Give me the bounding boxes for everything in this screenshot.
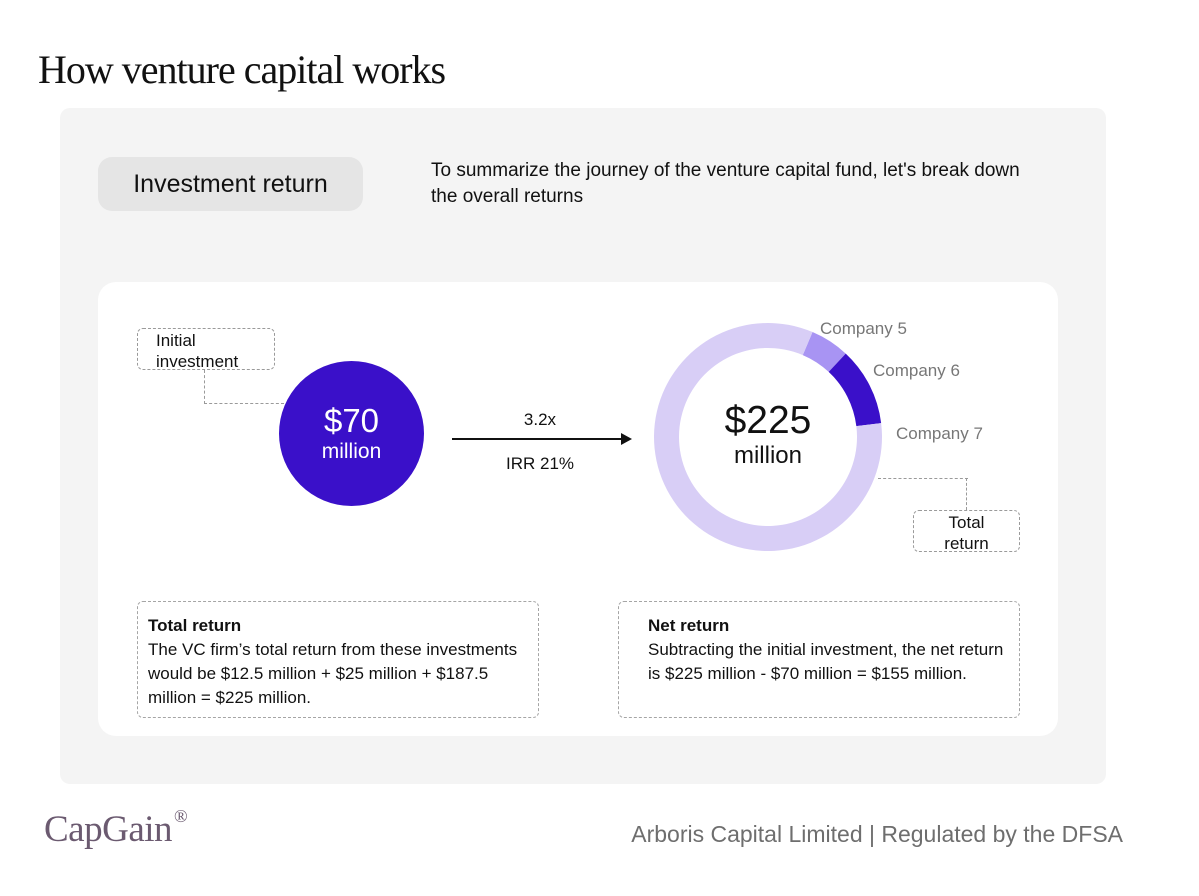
total-return-note-title: Total return (148, 616, 242, 635)
company-6-label: Company 6 (873, 361, 960, 380)
company-7-label: Company 7 (896, 424, 983, 443)
total-connector-vertical (966, 478, 967, 510)
donut-center: $225 million (684, 400, 852, 470)
brand-name: CapGain (44, 809, 173, 850)
total-amount: $225 (724, 399, 812, 442)
brand-logo: CapGain ® (44, 806, 188, 851)
net-return-note-title: Net return (648, 616, 730, 635)
initial-connector-vertical (204, 370, 205, 404)
company-5-label: Company 5 (820, 319, 907, 338)
total-unit: million (733, 442, 802, 469)
total-connector-horizontal (878, 478, 968, 479)
initial-investment-label-line2: investment (156, 352, 239, 371)
growth-arrow-line (452, 438, 624, 440)
total-return-note: Total return The VC firm’s total return … (137, 601, 539, 718)
section-pill: Investment return (98, 157, 363, 211)
donut-slice-2 (828, 353, 882, 427)
total-return-label: Total return (913, 510, 1020, 553)
initial-connector-horizontal (204, 403, 284, 404)
total-return-note-body: The VC firm’s total return from these in… (148, 640, 518, 707)
initial-investment-label-line1: Initial (156, 331, 196, 350)
initial-investment-circle: $70 million (279, 361, 424, 506)
footer-legal: Arboris Capital Limited | Regulated by t… (631, 821, 1123, 847)
growth-multiple: 3.2x (523, 410, 557, 429)
initial-investment-label: Initial investment (137, 328, 275, 371)
net-return-note-body: Subtracting the initial investment, the … (648, 640, 1004, 683)
intro-text: To summarize the journey of the venture … (431, 160, 1020, 207)
arrow-right-icon (621, 433, 632, 445)
initial-investment-unit: million (321, 439, 382, 463)
net-return-note: Net return Subtracting the initial inves… (618, 601, 1020, 718)
growth-irr: IRR 21% (505, 454, 575, 473)
diagram-card (98, 282, 1058, 736)
return-donut-chart (654, 323, 882, 551)
total-return-label-line1: Total (948, 513, 985, 532)
donut-slice-1 (802, 332, 846, 372)
total-return-label-line2: return (944, 534, 989, 553)
registered-mark: ® (174, 806, 188, 826)
section-label: Investment return (133, 169, 328, 198)
page-title: How venture capital works (38, 47, 446, 92)
initial-investment-amount: $70 (323, 401, 380, 439)
